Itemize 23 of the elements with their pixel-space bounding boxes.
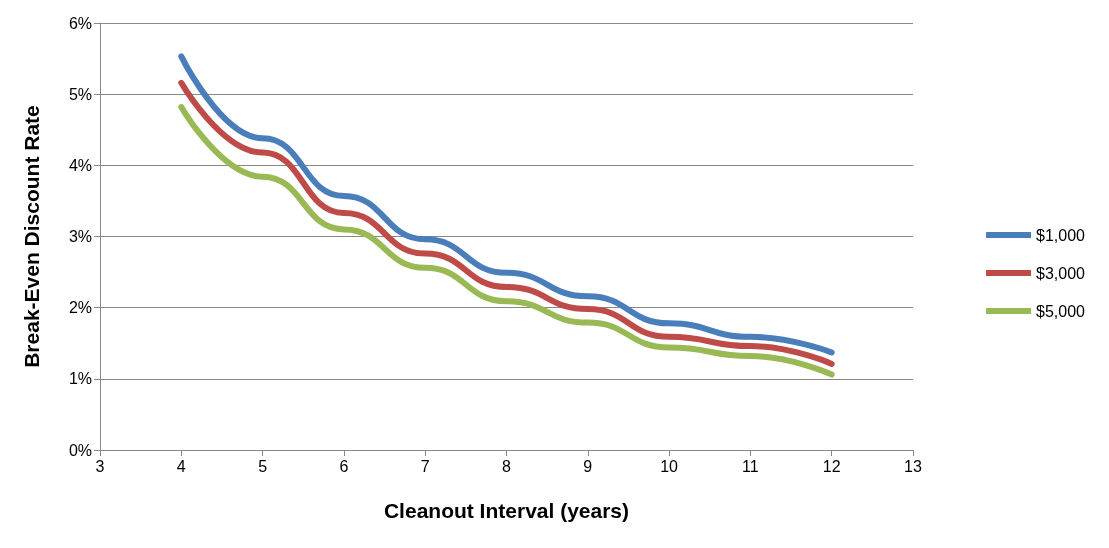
x-tick-label: 13 bbox=[904, 457, 922, 475]
x-tick-label: 3 bbox=[95, 457, 105, 475]
x-tick-label: 11 bbox=[742, 457, 759, 475]
y-axis-title: Break-Even Discount Rate bbox=[20, 105, 43, 368]
x-tick-label: 7 bbox=[420, 457, 430, 475]
legend-label: $5,000 bbox=[1036, 302, 1086, 320]
x-tick-label: 6 bbox=[339, 457, 349, 475]
x-tick-label: 5 bbox=[258, 457, 268, 475]
legend-label: $3,000 bbox=[1036, 264, 1086, 282]
y-tick-label: 1% bbox=[68, 370, 92, 388]
x-axis-title: Cleanout Interval (years) bbox=[383, 499, 630, 522]
legend-label: $1,000 bbox=[1036, 226, 1086, 244]
x-tick-label: 8 bbox=[502, 457, 512, 475]
x-tick-label: 12 bbox=[822, 457, 841, 475]
x-tick-label: 10 bbox=[660, 457, 679, 475]
x-tick-label: 4 bbox=[176, 457, 186, 475]
y-tick-label: 4% bbox=[68, 156, 92, 174]
y-tick-label: 0% bbox=[68, 441, 92, 459]
y-tick-label: 6% bbox=[68, 14, 92, 32]
y-tick-label: 2% bbox=[68, 299, 92, 317]
y-tick-label: 3% bbox=[68, 228, 92, 245]
x-tick-label: 9 bbox=[583, 457, 593, 475]
y-tick-label: 5% bbox=[68, 85, 92, 103]
